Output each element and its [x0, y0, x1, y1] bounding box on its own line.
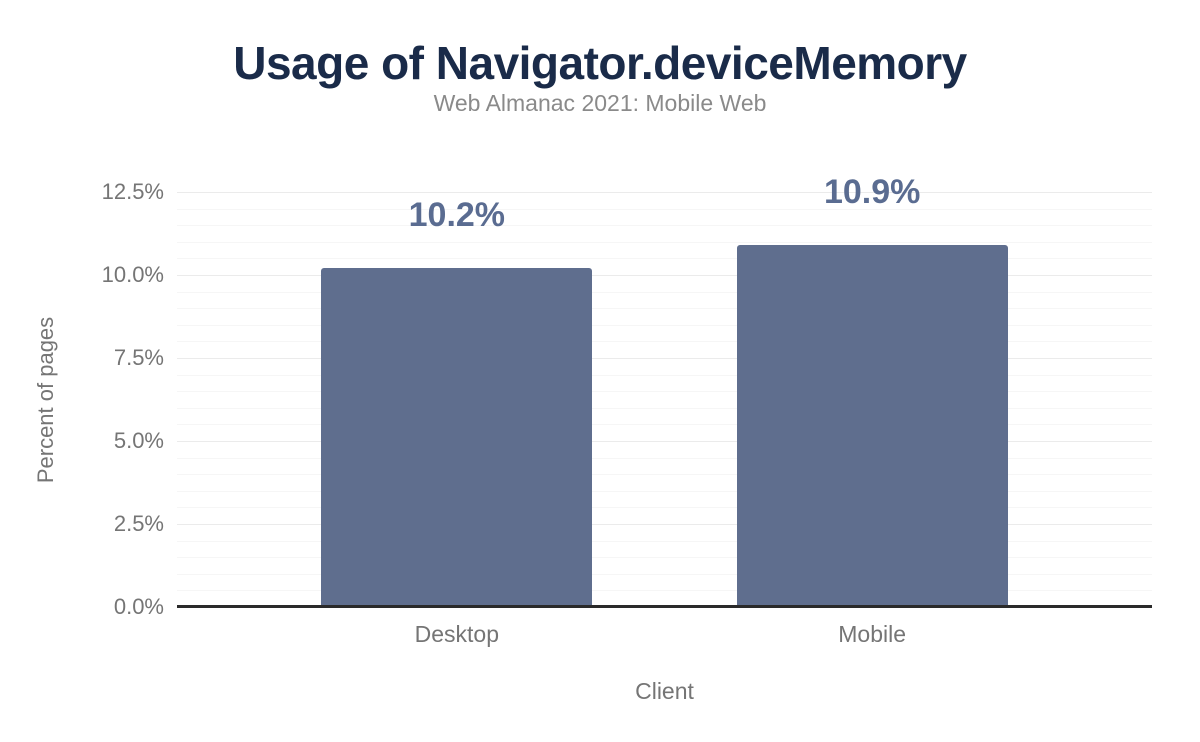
gridline-minor [177, 507, 1152, 509]
gridline-minor [177, 407, 1152, 409]
gridline-minor [177, 258, 1152, 260]
gridline-minor [177, 573, 1152, 575]
y-axis-title: Percent of pages [33, 316, 58, 484]
gridline-minor [177, 341, 1152, 343]
gridline-minor [177, 291, 1152, 293]
gridline-minor [177, 457, 1152, 459]
gridline-minor [177, 557, 1152, 559]
y-tick-label: 0.0% [113, 594, 164, 619]
chart-title: Usage of Navigator.deviceMemory [233, 37, 967, 89]
y-tick-label: 2.5% [113, 511, 164, 536]
x-tick-label: Desktop [414, 621, 500, 647]
y-tick-label: 10.0% [101, 262, 164, 287]
gridline-major [177, 275, 1152, 276]
gridline-minor [177, 208, 1152, 210]
gridline-major [177, 192, 1152, 193]
bar-value-label: 10.9% [823, 173, 921, 212]
gridline-minor [177, 474, 1152, 476]
bar-desktop[interactable] [321, 268, 593, 607]
x-tick-label: Mobile [838, 621, 907, 647]
bar-value-label: 10.2% [408, 196, 506, 235]
gridline-minor [177, 391, 1152, 393]
plot-area: 0.0% 2.5% 5.0% 7.5% 10.0% 12.5% 10.2% Desktop 10… [102, 173, 1152, 647]
bar-mobile[interactable] [736, 245, 1008, 607]
gridline-minor [177, 241, 1152, 243]
x-axis-title: Client [635, 678, 694, 704]
gridline-minor [177, 324, 1152, 326]
gridline-major [177, 358, 1152, 359]
gridline-minor [177, 308, 1152, 310]
gridline-major [177, 441, 1152, 442]
gridline-major [177, 524, 1152, 525]
gridline-minor [177, 374, 1152, 376]
gridline-minor [177, 225, 1152, 227]
y-tick-label: 7.5% [113, 345, 164, 370]
gridline-minor [177, 424, 1152, 426]
chart-subtitle: Web Almanac 2021: Mobile Web [433, 90, 767, 116]
x-axis-line [177, 605, 1152, 608]
gridline-minor [177, 540, 1152, 542]
gridline-minor [177, 590, 1152, 592]
y-tick-label: 5.0% [113, 428, 164, 453]
gridline-minor [177, 490, 1152, 492]
y-tick-label: 12.5% [101, 179, 164, 204]
